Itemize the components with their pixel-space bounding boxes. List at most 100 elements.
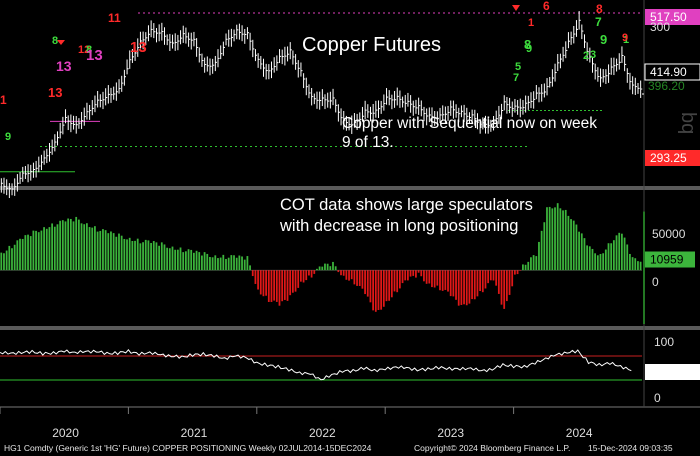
cot-bar bbox=[318, 266, 321, 271]
cot-bar bbox=[580, 233, 583, 271]
cot-bar bbox=[83, 224, 86, 271]
cot-bar bbox=[107, 233, 110, 271]
cot-bar bbox=[120, 235, 123, 271]
last-price-tag: 414.90 bbox=[650, 65, 687, 79]
cot-bar bbox=[487, 270, 490, 284]
cot-bar bbox=[0, 252, 3, 271]
cot-bar bbox=[171, 246, 174, 271]
sequential-count-label: 9 bbox=[5, 131, 11, 143]
cot-bar bbox=[607, 243, 610, 271]
cot-bar bbox=[548, 206, 551, 271]
sequential-count-label: 13 bbox=[56, 58, 72, 74]
cot-bar bbox=[5, 250, 8, 271]
cot-bar bbox=[152, 241, 155, 271]
sequential-count-label: 13 bbox=[130, 39, 147, 56]
price-y-tick: 300 bbox=[650, 20, 670, 34]
cot-bar bbox=[447, 270, 449, 292]
x-year-label: 2023 bbox=[437, 426, 464, 440]
cot-bar bbox=[433, 270, 436, 288]
cot-bar bbox=[281, 270, 284, 302]
cot-bar bbox=[238, 255, 241, 271]
panel-backgrounds bbox=[0, 0, 700, 440]
cot-bar bbox=[546, 207, 548, 271]
cot-annotation-box: COT data shows large speculators with de… bbox=[280, 196, 533, 235]
footer-security: HG1 Comdty (Generic 1st 'HG' Future) COP… bbox=[4, 443, 372, 453]
cot-y-tick: 50000 bbox=[652, 227, 686, 241]
bloomberg-watermark-icon: bq bbox=[677, 112, 699, 134]
cot-bar bbox=[174, 249, 177, 271]
cot-bar bbox=[300, 270, 302, 282]
cot-bar bbox=[222, 254, 225, 271]
cot-bar bbox=[505, 270, 508, 302]
cot-bar bbox=[219, 257, 222, 271]
cot-bar bbox=[527, 261, 530, 271]
cot-bar bbox=[147, 240, 150, 271]
cot-bar bbox=[168, 248, 171, 271]
cot-bar bbox=[538, 241, 540, 271]
cot-bar bbox=[273, 270, 276, 301]
cot-bar bbox=[259, 270, 262, 295]
cot-bar bbox=[128, 237, 131, 271]
cot-bar bbox=[265, 270, 267, 296]
cot-bar bbox=[567, 215, 570, 271]
sequential-count-label: 11 bbox=[108, 11, 121, 25]
cot-bar bbox=[439, 270, 441, 291]
cot-bar bbox=[11, 248, 13, 271]
cot-bar bbox=[88, 227, 91, 271]
cot-bar bbox=[195, 250, 198, 271]
cot-bar bbox=[514, 270, 516, 275]
cot-bar bbox=[396, 270, 399, 293]
cot-bar bbox=[283, 270, 286, 300]
cot-bar bbox=[404, 270, 407, 281]
sequential-count-label: 7 bbox=[595, 15, 602, 29]
cot-bar bbox=[99, 230, 102, 271]
cot-bar bbox=[155, 242, 158, 271]
cot-bar bbox=[313, 270, 316, 274]
cot-bar bbox=[334, 266, 337, 271]
cot-bar bbox=[372, 270, 374, 311]
indicator-panel bbox=[0, 349, 642, 381]
cot-bar bbox=[519, 270, 522, 271]
x-year-label: 2024 bbox=[566, 426, 593, 440]
cot-bar bbox=[612, 240, 615, 271]
cot-bar bbox=[126, 239, 128, 271]
cot-bar bbox=[364, 270, 366, 295]
cot-bar bbox=[388, 270, 391, 301]
sequential-count-label: 13 bbox=[48, 85, 62, 100]
ind-y-tick: 0 bbox=[654, 391, 661, 405]
cot-bar bbox=[465, 270, 468, 306]
cot-bar bbox=[503, 270, 506, 309]
cot-bar bbox=[428, 270, 431, 284]
cot-bar bbox=[615, 235, 618, 271]
cot-bar bbox=[423, 270, 425, 282]
sequential-count-label: 7 bbox=[513, 72, 519, 84]
x-year-label: 2021 bbox=[181, 426, 208, 440]
cot-bar bbox=[554, 207, 556, 271]
cot-bar bbox=[302, 270, 305, 283]
cot-bar bbox=[112, 233, 115, 271]
cot-bar bbox=[353, 270, 356, 285]
cot-bar bbox=[326, 263, 329, 271]
cot-bar bbox=[35, 230, 37, 271]
cot-bar bbox=[473, 270, 476, 300]
cot-bar bbox=[621, 233, 623, 271]
cot-bar bbox=[634, 258, 637, 271]
sequential-count-label: 2 bbox=[583, 50, 589, 62]
panel-divider-2 bbox=[0, 326, 700, 330]
cot-bar bbox=[305, 270, 308, 281]
price-chart-title: Copper Futures bbox=[302, 34, 441, 56]
cot-last-tag: 10959 bbox=[650, 253, 684, 267]
cot-bar bbox=[575, 224, 578, 271]
cot-bar bbox=[72, 221, 75, 271]
cot-bar bbox=[623, 237, 626, 271]
cot-bar bbox=[637, 261, 639, 271]
cot-bar bbox=[345, 270, 348, 280]
sequential-count-label: 9 bbox=[622, 32, 628, 44]
cot-bar bbox=[86, 223, 88, 271]
cot-bar bbox=[417, 270, 420, 273]
axis-layer: 517.50414.90293.25396.20300bq50000010959… bbox=[0, 9, 700, 440]
cot-bar bbox=[166, 247, 169, 271]
cot-bar bbox=[420, 270, 423, 277]
cot-bar bbox=[524, 264, 527, 271]
cot-bar bbox=[610, 243, 613, 271]
